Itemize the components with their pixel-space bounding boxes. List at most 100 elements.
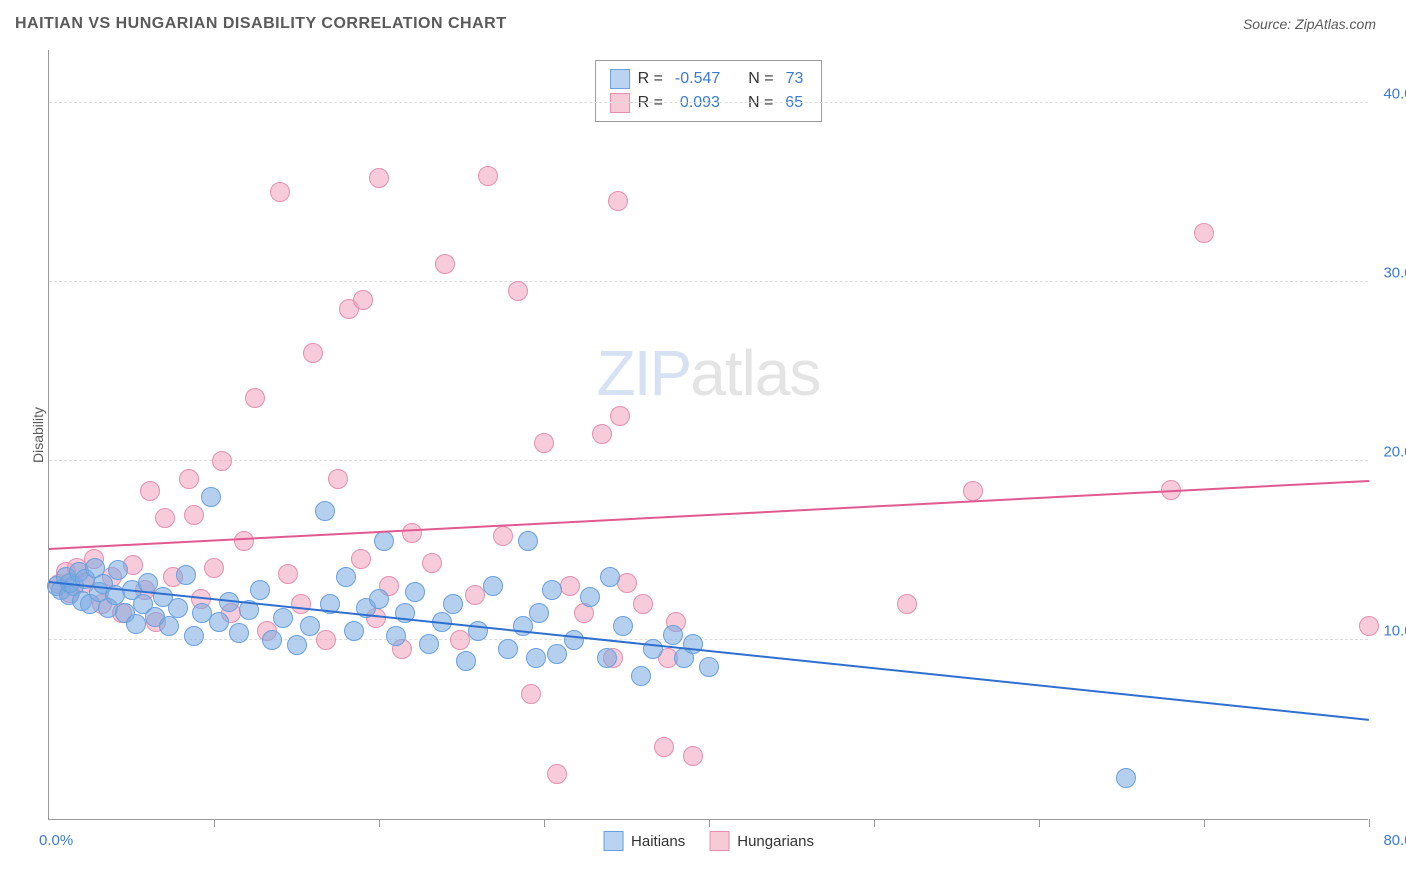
scatter-point [597,648,617,668]
legend-stats-box: R = -0.547 N = 73 R = 0.093 N = 65 [595,60,823,122]
x-tick [1204,819,1205,827]
scatter-point [465,585,485,605]
scatter-point [633,594,653,614]
scatter-point [300,616,320,636]
grid-line [49,102,1368,103]
plot-area: ZIPatlas R = -0.547 N = 73 R = 0.093 N =… [48,50,1368,820]
scatter-point [478,166,498,186]
scatter-point [126,614,146,634]
scatter-point [184,505,204,525]
scatter-point [315,501,335,521]
bottom-legend-haitians: Haitians [603,831,685,851]
scatter-point [369,589,389,609]
scatter-point [262,630,282,650]
scatter-point [631,666,651,686]
scatter-point [422,553,442,573]
chart-container: Disability ZIPatlas R = -0.547 N = 73 R … [48,50,1368,820]
bottom-legend-hungarians: Hungarians [709,831,814,851]
scatter-point [897,594,917,614]
y-tick-label: 20.0% [1383,443,1406,460]
scatter-point [291,594,311,614]
bottom-swatch-hungarians [709,831,729,851]
scatter-point [278,564,298,584]
x-axis-max: 80.0% [1383,832,1406,849]
legend-row-haitians: R = -0.547 N = 73 [610,67,808,91]
scatter-point [386,626,406,646]
scatter-point [405,582,425,602]
scatter-point [179,469,199,489]
scatter-point [508,281,528,301]
scatter-point [613,616,633,636]
scatter-point [564,630,584,650]
watermark: ZIPatlas [597,336,821,410]
y-axis-label: Disability [30,407,46,463]
chart-source: Source: ZipAtlas.com [1243,16,1376,32]
scatter-point [344,621,364,641]
scatter-point [529,603,549,623]
scatter-point [521,684,541,704]
scatter-point [316,630,336,650]
scatter-point [610,406,630,426]
scatter-point [353,290,373,310]
scatter-point [600,567,620,587]
scatter-point [155,508,175,528]
scatter-point [369,168,389,188]
trend-line [49,581,1369,721]
scatter-point [287,635,307,655]
scatter-point [498,639,518,659]
legend-swatch-haitians [610,69,630,89]
watermark-zip: ZIP [597,337,691,409]
scatter-point [184,626,204,646]
scatter-point [402,523,422,543]
scatter-point [547,644,567,664]
scatter-point [234,531,254,551]
scatter-point [168,598,188,618]
scatter-point [250,580,270,600]
bottom-legend: Haitians Hungarians [603,831,814,851]
scatter-point [608,191,628,211]
grid-line [49,281,1368,282]
x-tick [379,819,380,827]
chart-header: HAITIAN VS HUNGARIAN DISABILITY CORRELAT… [0,0,1406,38]
scatter-point [963,481,983,501]
x-tick [874,819,875,827]
scatter-point [518,531,538,551]
x-tick [214,819,215,827]
scatter-point [176,565,196,585]
x-tick [1369,819,1370,827]
x-axis-origin: 0.0% [39,832,73,849]
scatter-point [1116,768,1136,788]
scatter-point [212,451,232,471]
scatter-point [683,746,703,766]
scatter-point [493,526,513,546]
scatter-point [328,469,348,489]
scatter-point [108,560,128,580]
scatter-point [592,424,612,444]
scatter-point [547,764,567,784]
scatter-point [1194,223,1214,243]
scatter-point [435,254,455,274]
watermark-atlas: atlas [690,337,820,409]
scatter-point [468,621,488,641]
x-tick [544,819,545,827]
scatter-point [534,433,554,453]
scatter-point [1359,616,1379,636]
scatter-point [643,639,663,659]
scatter-point [351,549,371,569]
scatter-point [273,608,293,628]
scatter-point [580,587,600,607]
scatter-point [654,737,674,757]
scatter-point [209,612,229,632]
scatter-point [419,634,439,654]
y-tick-label: 10.0% [1383,622,1406,639]
scatter-point [483,576,503,596]
scatter-point [699,657,719,677]
chart-title: HAITIAN VS HUNGARIAN DISABILITY CORRELAT… [15,15,506,33]
scatter-point [526,648,546,668]
scatter-point [204,558,224,578]
scatter-point [542,580,562,600]
scatter-point [245,388,265,408]
scatter-point [229,623,249,643]
scatter-point [159,616,179,636]
scatter-point [270,182,290,202]
